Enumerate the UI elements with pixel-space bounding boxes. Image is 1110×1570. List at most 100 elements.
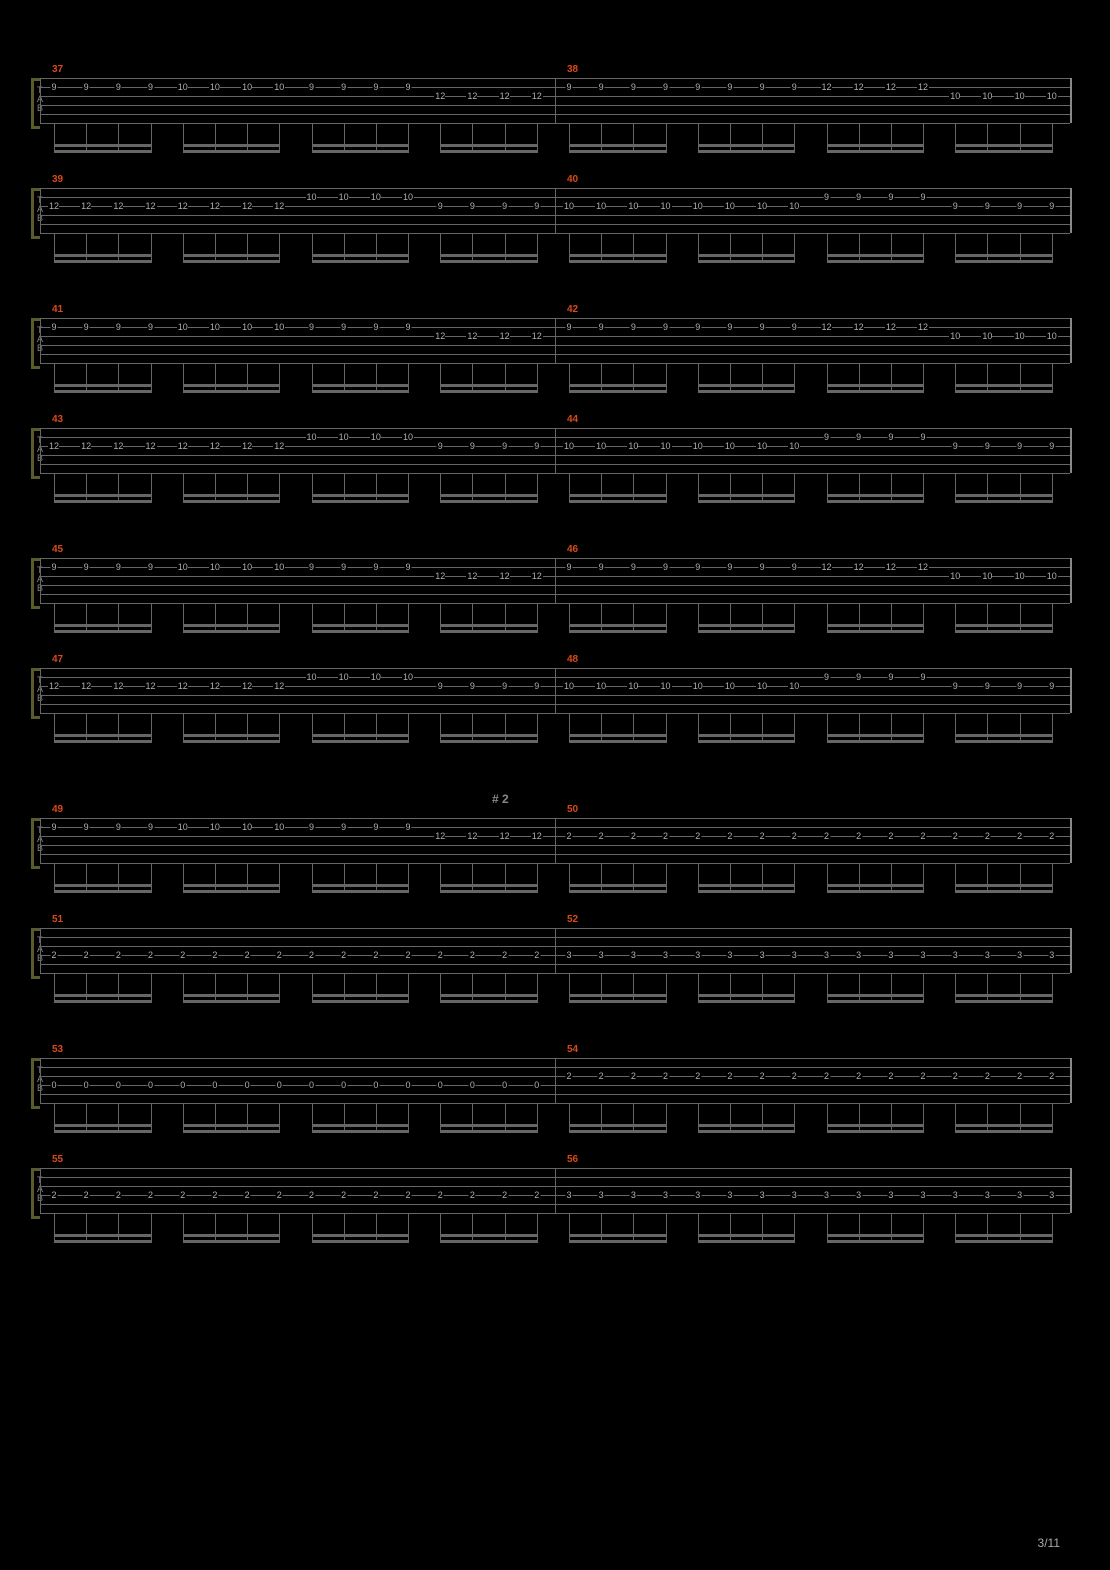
fret-number: 2	[855, 831, 862, 841]
fret-number: 9	[308, 82, 315, 92]
beam	[698, 884, 795, 887]
note-stem	[891, 473, 892, 503]
note-stem	[569, 123, 570, 153]
beam	[827, 260, 924, 263]
note-stem	[408, 233, 409, 263]
beam	[569, 1130, 666, 1133]
fret-number: 3	[662, 1190, 669, 1200]
measure-number: 40	[567, 174, 578, 185]
note-stem	[601, 1213, 602, 1243]
note-stem	[505, 123, 506, 153]
beam	[440, 500, 537, 503]
beam	[569, 740, 666, 743]
note-connector	[832, 87, 854, 88]
note-stem	[151, 603, 152, 633]
fret-number: 2	[920, 1071, 927, 1081]
note-stem	[827, 473, 828, 503]
note-connector	[317, 1195, 339, 1196]
note-stem	[440, 973, 441, 1003]
note-connector	[220, 327, 242, 328]
beam	[698, 1240, 795, 1243]
fret-number: 9	[533, 681, 540, 691]
note-stem	[472, 603, 473, 633]
fret-number: 3	[791, 1190, 798, 1200]
note-stem	[698, 233, 699, 263]
note-connector	[252, 827, 274, 828]
string-line	[40, 123, 1070, 124]
note-stem	[86, 603, 87, 633]
fret-number: 9	[372, 822, 379, 832]
fret-number: 9	[565, 562, 572, 572]
note-connector	[91, 446, 113, 447]
string-line	[40, 973, 1070, 974]
note-stem	[891, 973, 892, 1003]
note-stem	[601, 473, 602, 503]
note-connector	[123, 567, 145, 568]
fret-number: 2	[855, 1071, 862, 1081]
note-stem	[279, 863, 280, 893]
beam	[955, 1240, 1052, 1243]
barline	[40, 318, 41, 363]
note-stem	[827, 713, 828, 743]
note-stem	[86, 473, 87, 503]
tab-page: 3/11 # 2TAB37999910101010999912121212389…	[0, 0, 1110, 1570]
note-connector	[123, 686, 145, 687]
note-stem	[730, 863, 731, 893]
note-stem	[569, 603, 570, 633]
fret-number: 3	[823, 1190, 830, 1200]
beam	[569, 734, 666, 737]
note-stem	[827, 363, 828, 393]
fret-number: 9	[630, 562, 637, 572]
beam	[440, 890, 537, 893]
note-connector	[477, 1085, 499, 1086]
fret-number: 9	[791, 322, 798, 332]
note-connector	[1025, 955, 1047, 956]
note-stem	[247, 473, 248, 503]
fret-number: 9	[823, 432, 830, 442]
fret-number: 9	[759, 562, 766, 572]
note-stem	[247, 1103, 248, 1133]
note-stem	[344, 603, 345, 633]
fret-number: 2	[211, 950, 218, 960]
note-connector	[992, 955, 1014, 956]
note-stem	[955, 1103, 956, 1133]
note-connector	[574, 686, 596, 687]
note-stem	[569, 1213, 570, 1243]
beam	[54, 494, 151, 497]
note-connector	[832, 1076, 854, 1077]
measure-number: 56	[567, 1154, 578, 1165]
measure-number: 39	[52, 174, 63, 185]
barline	[1070, 558, 1072, 603]
note-connector	[477, 955, 499, 956]
fret-number: 3	[1016, 1190, 1023, 1200]
note-stem	[891, 363, 892, 393]
fret-number: 9	[308, 562, 315, 572]
note-connector	[864, 677, 886, 678]
note-connector	[896, 87, 918, 88]
beam	[955, 150, 1052, 153]
fret-number: 10	[402, 192, 414, 202]
note-stem	[440, 123, 441, 153]
note-stem	[505, 603, 506, 633]
note-stem	[827, 863, 828, 893]
note-connector	[638, 567, 660, 568]
beam	[827, 390, 924, 393]
note-connector	[574, 567, 596, 568]
beam	[955, 1130, 1052, 1133]
note-stem	[794, 233, 795, 263]
note-connector	[735, 87, 757, 88]
beam	[827, 1234, 924, 1237]
note-stem	[183, 473, 184, 503]
note-stem	[859, 863, 860, 893]
fret-number: 2	[437, 1190, 444, 1200]
fret-number: 2	[533, 1190, 540, 1200]
fret-number: 0	[308, 1080, 315, 1090]
note-connector	[445, 1195, 467, 1196]
note-connector	[59, 686, 81, 687]
note-stem	[859, 123, 860, 153]
note-stem	[183, 123, 184, 153]
fret-number: 2	[405, 950, 412, 960]
note-stem	[633, 863, 634, 893]
fret-number: 2	[405, 1190, 412, 1200]
note-connector	[445, 96, 467, 97]
